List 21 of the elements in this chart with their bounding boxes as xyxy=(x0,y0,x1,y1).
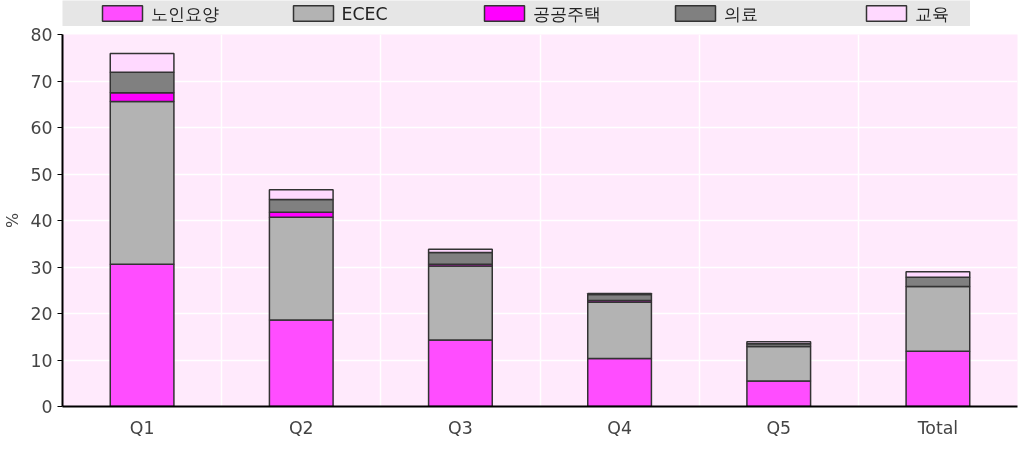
y-tick-label: 50 xyxy=(30,164,53,185)
legend-label: 의료 xyxy=(723,3,758,24)
y-tick-label: 40 xyxy=(30,211,53,231)
x-tick-label: Q5 xyxy=(766,417,792,438)
x-tick-label: Q2 xyxy=(288,417,314,438)
y-tick-label: 0 xyxy=(41,397,53,417)
x-tick-label: Q4 xyxy=(607,417,632,438)
y-tick-label: 60 xyxy=(30,118,53,138)
x-tick-label: Q3 xyxy=(448,417,473,438)
y-tick-label: 10 xyxy=(30,350,53,371)
legend-label: 공공주택 xyxy=(532,3,601,24)
y-tick-label: 30 xyxy=(30,257,53,278)
y-tick-label: 20 xyxy=(30,304,53,324)
y-axis-title: % xyxy=(3,212,23,229)
y-tick-label: 80 xyxy=(30,25,53,45)
legend-label: 노인요양 xyxy=(150,3,219,24)
x-tick-label: Total xyxy=(916,417,959,438)
legend-label: 교육 xyxy=(914,3,949,24)
legend-label: ECEC xyxy=(341,3,388,24)
y-tick-label: 70 xyxy=(30,71,53,92)
x-tick-label: Q1 xyxy=(129,417,155,438)
